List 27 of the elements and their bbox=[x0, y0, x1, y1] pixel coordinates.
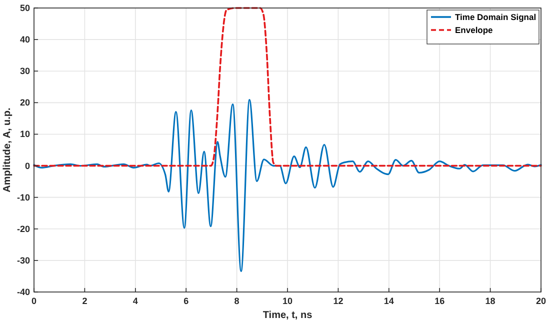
x-tick-label: 8 bbox=[234, 296, 240, 306]
y-tick-label: -10 bbox=[16, 192, 30, 202]
x-tick-label: 20 bbox=[536, 296, 546, 306]
line-series bbox=[33, 7, 542, 167]
y-tick-label: -30 bbox=[16, 255, 30, 266]
line-series bbox=[33, 99, 542, 272]
x-tick-label: 12 bbox=[333, 296, 344, 306]
x-tick-label: 18 bbox=[485, 296, 496, 306]
y-axis-title: Amplitude, A, u.p. bbox=[2, 107, 13, 192]
y-tick-label: 10 bbox=[20, 129, 30, 140]
x-tick-label: 10 bbox=[282, 296, 293, 306]
x-tick-label: 14 bbox=[384, 296, 394, 306]
legend-label: Envelope bbox=[455, 25, 494, 35]
x-tick-label: 16 bbox=[434, 296, 445, 306]
y-tick-label: 20 bbox=[20, 98, 30, 108]
x-tick-label: 2 bbox=[82, 296, 88, 306]
y-tick-label: 30 bbox=[20, 66, 30, 76]
x-tick-label: 4 bbox=[132, 296, 138, 306]
y-tick-label: -40 bbox=[16, 287, 30, 297]
y-tick-label: 0 bbox=[24, 160, 30, 171]
legend-label: Time Domain Signal bbox=[455, 12, 536, 22]
x-tick-label: 6 bbox=[184, 296, 189, 306]
y-tick-label: 50 bbox=[20, 3, 30, 13]
x-tick-label: 0 bbox=[31, 296, 37, 306]
y-tick-label: -20 bbox=[16, 224, 30, 234]
y-tick-label: 40 bbox=[20, 34, 30, 45]
x-axis-title: Time, t, ns bbox=[262, 310, 313, 321]
